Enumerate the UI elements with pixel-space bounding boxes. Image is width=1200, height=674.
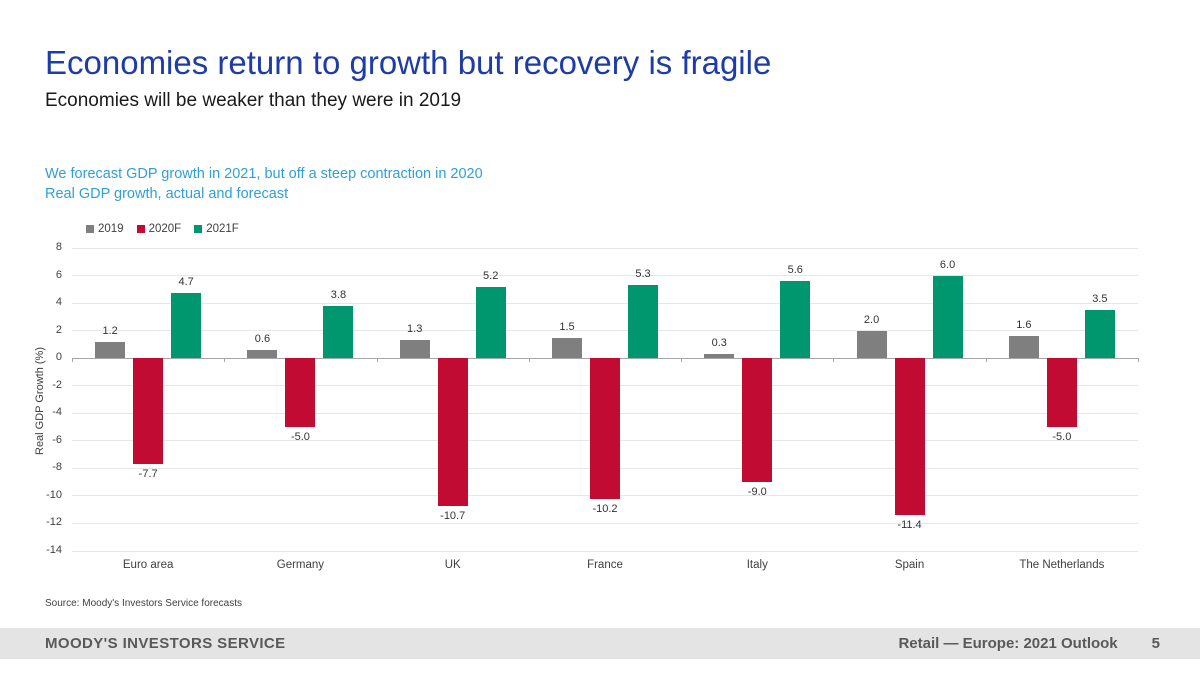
bar-value-label: 1.5 [559, 320, 575, 333]
bar-value-label: 0.3 [711, 337, 727, 350]
bar [704, 354, 735, 359]
x-category-label: Spain [894, 559, 925, 571]
y-tick-label: -4 [52, 406, 62, 419]
legend-swatch-2020f [136, 225, 145, 233]
legend-swatch-2019 [86, 225, 94, 233]
axis-tick [224, 358, 226, 363]
bar [590, 358, 620, 499]
bar-value-label: -5.0 [1052, 431, 1072, 444]
bar [247, 349, 278, 359]
bar [552, 337, 582, 359]
y-tick-label: 0 [55, 351, 62, 364]
bar-value-label: 1.2 [102, 324, 118, 337]
bar [932, 275, 963, 359]
axis-tick [528, 358, 530, 363]
y-axis-title: Real GDP Growth (%) [34, 347, 46, 455]
bar [894, 358, 925, 516]
axis-tick [985, 358, 987, 363]
bar [1046, 358, 1077, 428]
bar-value-label: -11.4 [897, 519, 922, 532]
bar [475, 286, 506, 359]
bar-value-label: -5.0 [290, 431, 310, 444]
page-title: Economies return to growth but recovery … [45, 44, 772, 81]
y-tick-label: -10 [46, 488, 62, 501]
bar [1084, 309, 1115, 359]
bar-value-label: 5.3 [635, 268, 651, 281]
bar [742, 358, 773, 483]
x-category-label: Euro area [122, 559, 174, 571]
x-category-label: Italy [746, 559, 768, 571]
bar-value-label: 1.3 [407, 323, 423, 336]
bar-value-label: -10.7 [440, 509, 466, 522]
bar-value-label: 5.2 [483, 269, 499, 282]
bar-value-label: 5.6 [787, 264, 803, 277]
bar [133, 358, 164, 465]
axis-tick [1138, 358, 1139, 363]
bar [323, 305, 354, 359]
bar [437, 358, 468, 506]
footer-bar: MOODY'S INVESTORS SERVICE Retail — Europ… [0, 628, 1200, 659]
axis-tick [376, 358, 378, 363]
y-tick-label: 2 [55, 323, 62, 336]
bar-value-label: 3.8 [330, 288, 347, 301]
gridline [72, 247, 1138, 249]
bar [171, 293, 202, 359]
x-category-label: The Netherlands [1019, 559, 1105, 571]
bar-value-label: 1.6 [1016, 319, 1032, 332]
page-number: 5 [1151, 635, 1160, 652]
brand-wordmark: MOODY'S INVESTORS SERVICE [45, 635, 286, 652]
y-tick-label: -6 [52, 433, 62, 446]
bar-value-label: -10.2 [592, 502, 618, 515]
y-tick-label: -2 [52, 378, 62, 391]
x-category-label: UK [444, 559, 461, 571]
bar [628, 285, 658, 359]
chart-legend: 2019 2020F 2021F [86, 223, 239, 235]
chart-kicker: We forecast GDP growth in 2021, but off … [45, 164, 483, 204]
bar [856, 330, 887, 359]
axis-tick [72, 358, 73, 363]
bar [399, 340, 430, 359]
legend-item-2019: 2019 [86, 223, 124, 235]
footer-right: Retail — Europe: 2021 Outlook 5 [898, 635, 1160, 652]
axis-tick [833, 358, 835, 363]
y-tick-label: 4 [55, 296, 62, 309]
legend-item-2020f: 2020F [136, 223, 182, 235]
x-category-label: Germany [276, 559, 325, 571]
y-tick-label: -12 [46, 516, 62, 529]
bar [780, 281, 811, 359]
page-subtitle: Economies will be weaker than they were … [45, 90, 462, 111]
x-category-label: France [587, 559, 623, 571]
bar-value-label: -9.0 [747, 486, 767, 499]
bar [1008, 336, 1039, 359]
gridline [72, 550, 1138, 552]
bar-value-label: -7.7 [138, 468, 158, 481]
bar-value-label: 3.5 [1092, 292, 1108, 305]
gridline [72, 330, 1138, 332]
gridline [72, 275, 1138, 277]
bar-value-label: 2.0 [863, 313, 880, 326]
report-title: Retail — Europe: 2021 Outlook [898, 635, 1118, 652]
bar-value-label: 0.6 [254, 332, 271, 345]
bar-value-label: 4.7 [178, 276, 194, 289]
gridline [72, 522, 1138, 524]
axis-tick [681, 358, 683, 363]
gridline [72, 302, 1138, 304]
legend-label-2020f: 2020F [148, 223, 182, 235]
bar [95, 341, 126, 359]
y-tick-label: 6 [55, 268, 62, 281]
y-tick-label: -14 [46, 544, 62, 556]
bar-value-label: 6.0 [939, 258, 956, 271]
legend-item-2021f: 2021F [194, 223, 239, 235]
legend-swatch-2021f [194, 225, 203, 233]
y-tick-label: -8 [52, 461, 62, 474]
bar [285, 358, 316, 428]
chart-kicker-line1: We forecast GDP growth in 2021, but off … [45, 166, 483, 182]
legend-label-2021f: 2021F [206, 223, 239, 235]
legend-label-2019: 2019 [98, 223, 124, 235]
source-note: Source: Moody's Investors Service foreca… [45, 598, 242, 609]
y-tick-label: 8 [55, 241, 62, 253]
chart-kicker-line2: Real GDP growth, actual and forecast [45, 186, 289, 202]
